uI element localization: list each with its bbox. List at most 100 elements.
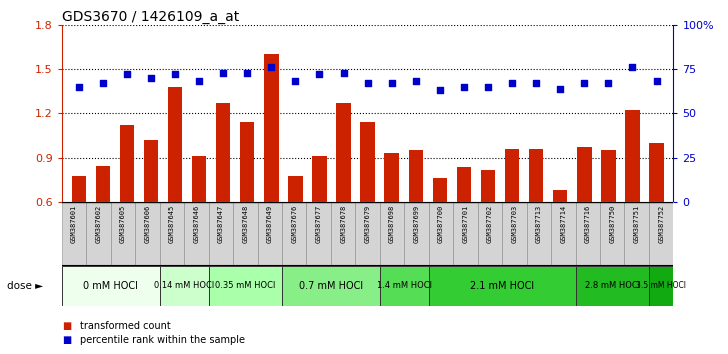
Text: GSM387602: GSM387602 [95, 204, 102, 242]
Text: dose ►: dose ► [7, 281, 44, 291]
Text: GSM387698: GSM387698 [389, 204, 395, 242]
Text: GSM387702: GSM387702 [487, 204, 493, 242]
Text: GSM387751: GSM387751 [633, 204, 640, 242]
Bar [95, 166, 110, 202]
Point [169, 72, 181, 77]
Text: GSM387601: GSM387601 [71, 204, 77, 242]
FancyBboxPatch shape [135, 202, 159, 266]
Point [434, 87, 446, 93]
Bar [119, 125, 134, 202]
Text: 1.4 mM HOCl: 1.4 mM HOCl [377, 281, 432, 290]
Text: GSM387750: GSM387750 [609, 204, 615, 242]
Text: 2.8 mM HOCl: 2.8 mM HOCl [585, 281, 640, 290]
FancyBboxPatch shape [380, 202, 404, 266]
FancyBboxPatch shape [331, 202, 355, 266]
Text: GSM387699: GSM387699 [414, 204, 419, 242]
Bar [62, 266, 159, 306]
FancyBboxPatch shape [87, 202, 111, 266]
FancyBboxPatch shape [502, 202, 526, 266]
Bar [288, 176, 303, 202]
FancyBboxPatch shape [625, 202, 649, 266]
FancyBboxPatch shape [454, 202, 478, 266]
FancyBboxPatch shape [404, 202, 429, 266]
Bar [216, 103, 230, 202]
Point [458, 84, 470, 90]
FancyBboxPatch shape [233, 202, 258, 266]
Bar [456, 167, 471, 202]
Point [603, 80, 614, 86]
FancyBboxPatch shape [576, 202, 600, 266]
Text: ■: ■ [62, 321, 71, 331]
Point [338, 70, 349, 75]
Point [314, 72, 325, 77]
FancyBboxPatch shape [282, 202, 306, 266]
Bar [432, 178, 447, 202]
Point [121, 72, 132, 77]
Point [194, 79, 205, 84]
Text: 2.1 mM HOCl: 2.1 mM HOCl [470, 281, 534, 291]
Text: GSM387605: GSM387605 [120, 204, 126, 242]
Text: ■: ■ [62, 335, 71, 345]
Text: GSM387676: GSM387676 [291, 204, 297, 242]
Point [530, 80, 542, 86]
Bar [625, 110, 640, 202]
Point [651, 79, 662, 84]
Bar [192, 156, 206, 202]
Text: 0.7 mM HOCl: 0.7 mM HOCl [299, 281, 363, 291]
Bar [312, 156, 327, 202]
Point [555, 86, 566, 91]
Text: GSM387713: GSM387713 [536, 204, 542, 242]
FancyBboxPatch shape [355, 202, 380, 266]
Text: GDS3670 / 1426109_a_at: GDS3670 / 1426109_a_at [62, 10, 239, 24]
Bar [143, 140, 158, 202]
Text: transformed count: transformed count [80, 321, 171, 331]
FancyBboxPatch shape [526, 202, 551, 266]
FancyBboxPatch shape [478, 202, 502, 266]
Text: 0.14 mM HOCl: 0.14 mM HOCl [154, 281, 214, 290]
FancyBboxPatch shape [649, 202, 673, 266]
Bar [264, 54, 279, 202]
FancyBboxPatch shape [258, 202, 282, 266]
Text: GSM387606: GSM387606 [144, 204, 151, 242]
FancyBboxPatch shape [551, 202, 576, 266]
Bar [336, 103, 351, 202]
Text: GSM387647: GSM387647 [218, 204, 224, 242]
Text: percentile rank within the sample: percentile rank within the sample [80, 335, 245, 345]
Point [145, 75, 157, 81]
Text: GSM387677: GSM387677 [316, 204, 322, 242]
Text: GSM387700: GSM387700 [438, 204, 444, 242]
Text: GSM387703: GSM387703 [511, 204, 518, 242]
FancyBboxPatch shape [209, 202, 233, 266]
Bar [529, 149, 543, 202]
Bar [159, 266, 209, 306]
FancyBboxPatch shape [600, 202, 625, 266]
Text: 0.35 mM HOCl: 0.35 mM HOCl [215, 281, 275, 290]
Text: GSM387646: GSM387646 [194, 204, 199, 242]
Text: GSM387679: GSM387679 [365, 204, 371, 242]
Bar [360, 122, 375, 202]
Bar [576, 266, 649, 306]
Bar [240, 122, 255, 202]
Point [97, 80, 108, 86]
Text: GSM387648: GSM387648 [242, 204, 248, 242]
FancyBboxPatch shape [429, 202, 454, 266]
Bar [649, 143, 664, 202]
Bar [553, 190, 567, 202]
FancyBboxPatch shape [111, 202, 135, 266]
Bar [168, 87, 182, 202]
Point [266, 64, 277, 70]
Point [506, 80, 518, 86]
Text: GSM387714: GSM387714 [561, 204, 566, 242]
Text: 0 mM HOCl: 0 mM HOCl [84, 281, 138, 291]
Point [362, 80, 373, 86]
Point [482, 84, 494, 90]
Text: GSM387701: GSM387701 [462, 204, 469, 242]
FancyBboxPatch shape [62, 202, 87, 266]
Bar [408, 150, 423, 202]
Bar [505, 149, 519, 202]
Point [73, 84, 84, 90]
Point [627, 64, 638, 70]
Bar [209, 266, 282, 306]
Bar [577, 147, 592, 202]
Text: GSM387645: GSM387645 [169, 204, 175, 242]
